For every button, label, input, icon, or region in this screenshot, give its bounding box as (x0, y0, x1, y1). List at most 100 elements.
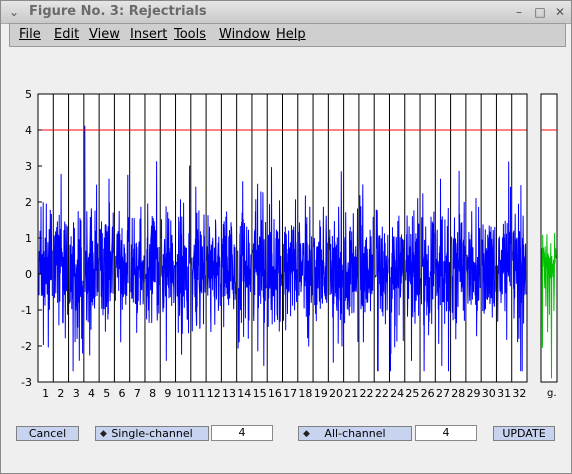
trial-label: 30 (482, 387, 496, 400)
y-tick-label: 3 (25, 160, 32, 173)
single-channel-label: Single-channel (111, 427, 193, 440)
y-tick-label: 5 (25, 88, 32, 101)
menu-insert[interactable]: Insert (130, 27, 168, 42)
menu-edit[interactable]: Edit (54, 27, 80, 42)
trial-trace (267, 167, 282, 332)
trial-trace (145, 161, 160, 324)
trial-label: 18 (298, 387, 312, 400)
trial-trace (237, 181, 252, 349)
radio-icon: ◆ (303, 429, 310, 439)
trial-trace (99, 178, 114, 332)
trial-trace (191, 186, 206, 332)
menu-help[interactable]: Help (276, 27, 306, 42)
trial-label: 10 (176, 387, 190, 400)
side-panel (540, 93, 558, 383)
x-axis: 1 2 3 4 5 6 7 8 9 10 11 12 13 14 15 16 17 18 19 20 21 22 22 24 2… (42, 387, 526, 400)
update-button[interactable]: UPDATE (493, 426, 555, 441)
radio-icon: ◆ (100, 429, 107, 439)
trial-label: 7 (134, 387, 141, 400)
trial-trace (344, 208, 359, 342)
trial-trace (252, 183, 267, 366)
trial-trace (435, 178, 451, 372)
trial-trace (283, 199, 298, 331)
trial-label: 19 (314, 387, 328, 400)
trial-label: 4 (88, 387, 95, 400)
trial-label: 22 (375, 387, 389, 400)
trial-label: 17 (283, 387, 297, 400)
trial-label: 29 (467, 387, 481, 400)
trial-trace (328, 171, 344, 363)
trial-label: 1 (42, 387, 49, 400)
trial-label: 16 (268, 387, 282, 400)
trial-trace (512, 185, 527, 372)
window-title: Figure No. 3: Rejectrials (29, 4, 207, 19)
title-bar[interactable]: ⌄ Figure No. 3: Rejectrials – □ ✕ (1, 1, 571, 24)
trial-label: 13 (222, 387, 236, 400)
trial-trace (496, 161, 512, 340)
side-label: g. (547, 388, 557, 399)
trial-trace (390, 215, 405, 372)
trial-trace (481, 224, 496, 318)
minimize-icon[interactable]: – (516, 5, 522, 19)
trial-label: 21 (344, 387, 358, 400)
chevron-down-icon[interactable]: ⌄ (8, 5, 20, 19)
trial-label: 20 (329, 387, 343, 400)
menu-tools[interactable]: Tools (174, 27, 207, 42)
trial-trace (359, 184, 374, 343)
menu-window[interactable]: Window (219, 27, 271, 42)
y-tick-label: 0 (25, 268, 32, 281)
trial-trace (298, 195, 313, 347)
trial-label: 2 (57, 387, 64, 400)
trial-label: 9 (164, 387, 171, 400)
trial-trace (160, 206, 175, 361)
trial-separators (52, 94, 513, 382)
all-channel-button[interactable]: ◆ All-channel (298, 426, 412, 441)
side-signal (541, 232, 557, 379)
maximize-icon[interactable]: □ (534, 5, 546, 19)
side-trace (541, 232, 557, 379)
trial-label: 26 (421, 387, 435, 400)
menu-view[interactable]: View (89, 27, 120, 42)
all-channel-input[interactable]: 4 (415, 425, 477, 441)
trial-trace (451, 170, 466, 340)
trial-trace (420, 193, 435, 372)
trial-label: 31 (497, 387, 511, 400)
trial-trace (84, 125, 99, 356)
trial-trace (69, 211, 84, 372)
trial-trace (130, 206, 145, 333)
signal-traces (38, 125, 527, 372)
y-tick-label: 4 (25, 124, 32, 137)
trial-trace (405, 198, 420, 361)
trial-label: 5 (103, 387, 110, 400)
trial-trace (221, 211, 237, 328)
trial-label: 32 (512, 387, 526, 400)
trial-trace (114, 174, 130, 343)
trial-trace (206, 215, 221, 333)
trial-label: 22 (360, 387, 374, 400)
y-tick-label: 2 (25, 196, 32, 209)
cancel-button[interactable]: Cancel (16, 426, 79, 441)
trial-label: 6 (119, 387, 126, 400)
trial-label: 3 (73, 387, 80, 400)
menu-file[interactable]: File (19, 27, 41, 42)
trial-trace (38, 202, 53, 348)
menu-bar: File Edit View Insert Tools Window Help (9, 23, 566, 47)
y-tick-label: -3 (21, 376, 32, 389)
y-tick-label: -1 (21, 304, 32, 317)
close-icon[interactable]: ✕ (554, 5, 566, 19)
trial-label: 14 (237, 387, 251, 400)
trial-label: 11 (191, 387, 205, 400)
trial-label: 28 (451, 387, 465, 400)
single-channel-input[interactable]: 4 (211, 425, 273, 441)
trial-trace (466, 198, 481, 337)
trial-trace (176, 165, 191, 355)
trial-trace (374, 209, 389, 372)
trial-label: 15 (253, 387, 267, 400)
trial-trace (313, 206, 328, 322)
trial-label: 27 (436, 387, 450, 400)
trial-label: 24 (390, 387, 404, 400)
single-channel-button[interactable]: ◆ Single-channel (95, 426, 209, 441)
trial-label: 25 (405, 387, 419, 400)
